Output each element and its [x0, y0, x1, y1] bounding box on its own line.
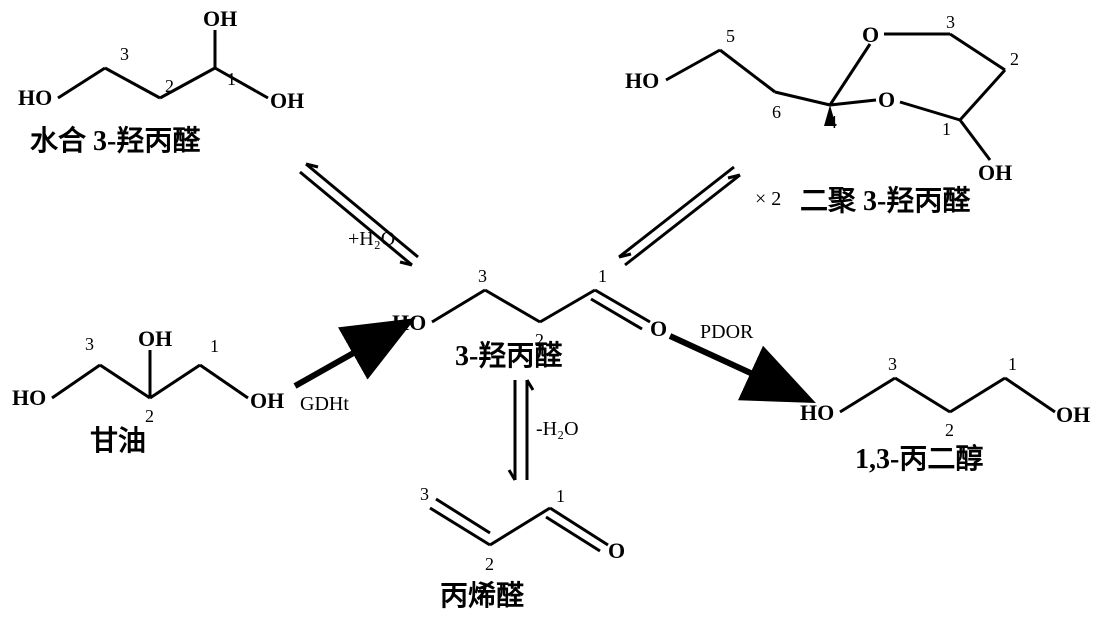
- num-c1: 1: [1008, 354, 1017, 374]
- atom-HO: HO: [12, 385, 46, 410]
- num-c1: 1: [227, 69, 236, 89]
- atom-OH-bottom: OH: [978, 160, 1012, 185]
- atom-O: O: [650, 316, 667, 341]
- plus-h2o: +H₂O: [348, 228, 395, 250]
- num-c1: 1: [210, 336, 219, 356]
- atom-OH-right: OH: [250, 388, 284, 413]
- num-c1: 1: [942, 119, 951, 139]
- atom-O-top: O: [862, 22, 879, 47]
- molecule-3hpa: HO O 3 2 1 3-羟丙醛: [392, 266, 667, 372]
- atom-HO: HO: [800, 400, 834, 425]
- atom-OH-right: OH: [270, 88, 304, 113]
- atom-HO: HO: [18, 85, 52, 110]
- equilibrium-dimer: [619, 167, 740, 265]
- molecule-acrolein: O 3 2 1 丙烯醛: [420, 484, 625, 612]
- num-c2: 2: [165, 76, 174, 96]
- num-c1: 1: [598, 266, 607, 286]
- equilibrium-acrolein: -H₂O: [509, 380, 579, 480]
- num-c3: 3: [120, 44, 129, 64]
- num-c3: 3: [478, 266, 487, 286]
- molecule-pdo: HO OH 3 2 1 1,3-丙二醇: [800, 354, 1090, 475]
- num-c3: 3: [888, 354, 897, 374]
- num-c3: 3: [85, 334, 94, 354]
- num-c3: 3: [946, 12, 955, 32]
- label-3hpa: 3-羟丙醛: [455, 339, 563, 372]
- atom-HO: HO: [625, 68, 659, 93]
- num-c4: 4: [828, 112, 837, 132]
- molecule-glycerol: HO OH OH 3 2 1 甘油: [12, 326, 284, 457]
- enzyme-pdor: PDOR: [700, 321, 754, 343]
- num-c2: 2: [1010, 49, 1019, 69]
- label-pdo: 1,3-丙二醇: [855, 442, 983, 475]
- enzyme-gdht: GDHt: [300, 393, 349, 415]
- reaction-scheme: HO OH OH 3 2 1 水合 3-羟丙醛 HO 5 6: [0, 0, 1102, 620]
- label-acrolein: 丙烯醛: [440, 580, 525, 612]
- atom-OH: OH: [1056, 402, 1090, 427]
- molecule-hydrated-3hpa: HO OH OH 3 2 1 水合 3-羟丙醛: [18, 6, 304, 157]
- num-c1: 1: [556, 486, 565, 506]
- label-dimer-3hpa: 二聚 3-羟丙醛: [800, 184, 971, 217]
- minus-h2o: -H₂O: [536, 418, 579, 440]
- arrow-glycerol-to-3hpa: GDHt: [295, 324, 405, 415]
- atom-OH-top: OH: [138, 326, 172, 351]
- label-glycerol: 甘油: [90, 425, 146, 457]
- multiplier: × 2: [755, 188, 781, 210]
- num-c6: 6: [772, 102, 781, 122]
- atom-OH-top: OH: [203, 6, 237, 31]
- equilibrium-hydrate: +H₂O: [300, 164, 418, 265]
- arrow-3hpa-to-pdo: PDOR: [670, 321, 805, 398]
- num-c3: 3: [420, 484, 429, 504]
- num-c2: 2: [945, 420, 954, 440]
- num-c2: 2: [145, 406, 154, 426]
- molecule-dimer-3hpa: HO 5 6 O O OH 4 3 2 1 × 2 二聚 3-羟丙醛: [625, 12, 1019, 217]
- label-hydrated-3hpa: 水合 3-羟丙醛: [30, 124, 201, 157]
- num-c2: 2: [485, 554, 494, 574]
- atom-O-mid: O: [878, 87, 895, 112]
- atom-O: O: [608, 538, 625, 563]
- num-c5: 5: [726, 26, 735, 46]
